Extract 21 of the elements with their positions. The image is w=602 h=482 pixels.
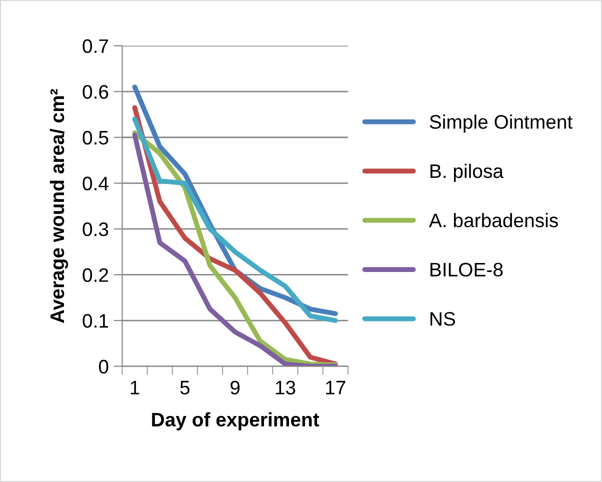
x-tick-label: 13 [276,380,296,394]
y-axis-title: Average wound area/ cm² [50,89,68,323]
y-tick-label: 0.6 [82,85,108,99]
x-tick-label: 5 [180,380,190,394]
x-tick-label: 9 [230,380,240,394]
legend-label: NS [430,312,456,326]
x-tick-label: 17 [326,380,346,394]
y-tick-label: 0.4 [82,176,108,190]
y-tick-label: 0 [98,360,108,374]
y-tick-label: 0.7 [82,39,108,54]
legend-label: A. barbadensis [428,213,558,228]
y-tick-label: 0.5 [82,130,108,145]
line-series [132,116,338,323]
legend-label: B. pilosa [430,164,504,182]
y-tick-label: 0.3 [82,222,108,236]
x-tick-label: 1 [130,380,140,394]
legend-label: BILOE-8 [430,262,503,277]
y-tick-label: 0.2 [82,268,108,282]
legend-label: Simple Ointment [430,114,573,133]
x-axis-title: Day of experiment [152,412,320,430]
y-tick-label: 0.1 [82,314,108,328]
